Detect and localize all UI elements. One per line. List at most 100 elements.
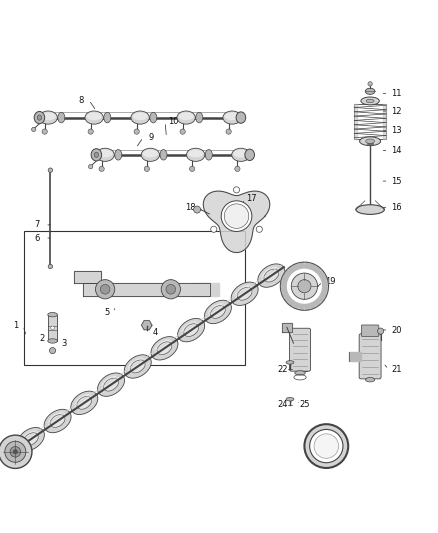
Circle shape [211,226,217,232]
Polygon shape [288,299,295,306]
Ellipse shape [160,150,167,160]
Polygon shape [314,299,321,306]
Circle shape [368,82,372,86]
Ellipse shape [131,111,149,124]
Polygon shape [284,270,291,277]
Ellipse shape [104,112,111,123]
Circle shape [134,129,139,134]
Ellipse shape [366,139,374,143]
Polygon shape [281,291,289,297]
Circle shape [99,166,104,172]
Ellipse shape [94,152,99,157]
Ellipse shape [96,148,114,161]
Circle shape [194,206,201,213]
Ellipse shape [356,205,385,214]
Ellipse shape [155,340,173,355]
Circle shape [0,435,32,469]
Text: 19: 19 [325,277,336,286]
Ellipse shape [178,318,205,342]
Circle shape [310,430,343,463]
Ellipse shape [97,150,113,157]
Ellipse shape [44,409,71,433]
Bar [48,314,57,341]
Text: 25: 25 [299,400,310,409]
Circle shape [100,285,110,294]
Ellipse shape [286,361,294,364]
Ellipse shape [87,112,102,120]
Polygon shape [309,302,316,309]
Ellipse shape [366,99,374,103]
Circle shape [32,127,36,132]
Ellipse shape [132,112,148,120]
Ellipse shape [261,267,280,282]
Circle shape [221,201,252,231]
Polygon shape [299,304,304,310]
Circle shape [13,449,18,454]
Ellipse shape [233,150,248,157]
Ellipse shape [205,150,212,160]
Text: 2: 2 [39,334,44,343]
Ellipse shape [286,398,294,401]
Polygon shape [193,282,219,296]
Ellipse shape [40,112,56,120]
Text: 23: 23 [299,365,310,374]
Ellipse shape [365,88,375,94]
Ellipse shape [208,303,226,319]
Text: 18: 18 [185,203,196,212]
Circle shape [10,447,21,457]
Ellipse shape [231,282,258,305]
Circle shape [5,441,26,462]
Polygon shape [293,302,300,309]
Polygon shape [281,275,289,281]
Polygon shape [322,286,328,292]
Text: 6: 6 [35,233,40,243]
Ellipse shape [48,339,57,343]
Text: 8: 8 [78,95,84,104]
Polygon shape [74,271,101,282]
Circle shape [161,280,180,299]
Text: 9: 9 [148,133,154,142]
Circle shape [88,129,93,134]
Circle shape [190,166,195,172]
Ellipse shape [39,111,57,124]
Text: 5: 5 [105,308,110,317]
Ellipse shape [360,137,381,146]
Circle shape [235,166,240,172]
Text: 7: 7 [35,220,40,229]
Ellipse shape [21,431,39,446]
Ellipse shape [34,111,45,124]
Text: 4: 4 [153,328,158,337]
Ellipse shape [18,427,44,451]
Ellipse shape [223,111,241,124]
FancyBboxPatch shape [359,334,381,379]
Polygon shape [83,282,210,296]
FancyBboxPatch shape [290,328,311,371]
Text: 11: 11 [391,89,402,98]
Circle shape [42,129,47,134]
Ellipse shape [37,115,42,120]
Polygon shape [282,322,292,332]
Text: 14: 14 [391,146,402,155]
Ellipse shape [235,285,253,300]
Circle shape [48,264,53,269]
Circle shape [166,285,176,294]
Circle shape [314,434,339,458]
Ellipse shape [188,150,203,157]
Text: 3: 3 [61,338,66,348]
Circle shape [291,273,318,300]
Ellipse shape [74,394,93,409]
Text: 17: 17 [247,194,257,203]
Circle shape [233,187,240,193]
Ellipse shape [232,148,250,161]
Ellipse shape [98,373,124,397]
Bar [354,103,386,140]
Circle shape [51,326,54,329]
Ellipse shape [101,376,120,391]
Ellipse shape [177,111,195,124]
Ellipse shape [141,148,159,161]
Text: 12: 12 [391,107,402,116]
Circle shape [378,328,384,334]
Ellipse shape [124,355,151,378]
Ellipse shape [365,377,375,382]
Polygon shape [304,304,310,310]
